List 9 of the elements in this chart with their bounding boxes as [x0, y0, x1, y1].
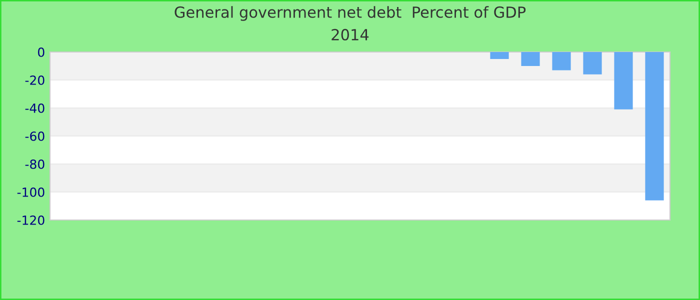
- chart-title: General government net debt Percent of GDP: [174, 6, 526, 21]
- y-tick-label: -40: [25, 103, 44, 113]
- y-tick-label: -20: [25, 75, 44, 85]
- chart-subtitle: 2014: [332, 28, 369, 40]
- y-tick-label: 0: [38, 47, 44, 57]
- y-tick-label: -60: [25, 131, 44, 141]
- y-tick-label: -80: [25, 159, 44, 169]
- y-tick-label: -120: [17, 215, 44, 225]
- y-tick-label: -100: [17, 187, 44, 197]
